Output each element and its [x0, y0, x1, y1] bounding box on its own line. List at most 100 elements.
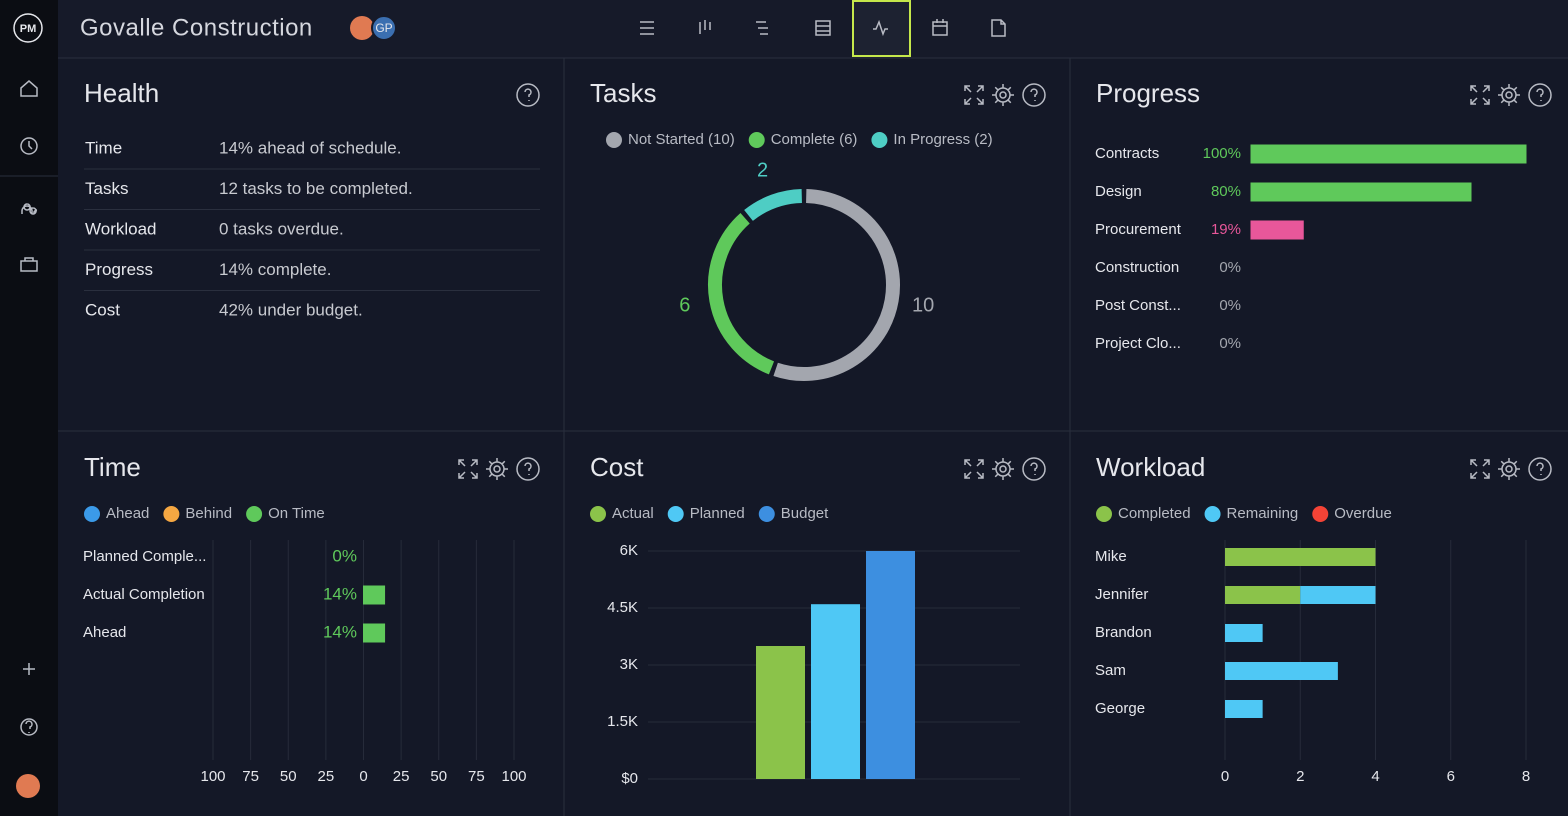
category-label: Actual Completion: [83, 586, 205, 603]
legend-swatch: [758, 506, 775, 522]
value-label: 0%: [1219, 335, 1241, 352]
view-button[interactable]: [640, 21, 654, 35]
expand-button[interactable]: [1470, 85, 1490, 105]
health-value: 12 tasks to be completed.: [219, 179, 413, 198]
bar: [756, 646, 805, 779]
legend-label: Budget: [781, 505, 829, 522]
legend-label: Completed: [1118, 505, 1191, 522]
view-button[interactable]: [932, 19, 948, 36]
x-tick-label: 75: [468, 768, 485, 785]
settings-button[interactable]: [486, 458, 508, 480]
help-glyph: [524, 88, 532, 101]
legend-label: Planned: [690, 505, 745, 522]
category-label: Design: [1095, 183, 1142, 200]
help-button[interactable]: [1022, 457, 1046, 481]
help-glyph: [1536, 88, 1544, 101]
expand-button[interactable]: [458, 459, 478, 479]
x-tick-label: 0: [359, 768, 367, 785]
legend-swatch: [748, 132, 765, 148]
x-tick-label: 4: [1371, 768, 1379, 785]
nav-button[interactable]: [20, 257, 38, 272]
category-label: Mike: [1095, 548, 1127, 565]
logo[interactable]: [13, 13, 43, 43]
nav-button[interactable]: [23, 663, 35, 675]
nav-button[interactable]: [20, 137, 38, 155]
legend-label: Overdue: [1334, 505, 1392, 522]
value-label: 80%: [1211, 183, 1241, 200]
bar-segment: [1225, 662, 1338, 680]
category-label: Construction: [1095, 259, 1179, 276]
bar: [811, 604, 860, 779]
avatar[interactable]: [350, 16, 374, 40]
legend-swatch: [667, 506, 684, 522]
view-button[interactable]: [699, 20, 711, 34]
settings-button[interactable]: [1498, 458, 1520, 480]
legend-swatch: [163, 506, 180, 522]
category-label: Brandon: [1095, 624, 1152, 641]
user-avatar[interactable]: [16, 774, 40, 798]
legend-swatch: [606, 132, 622, 148]
value-label: 0%: [1219, 259, 1241, 276]
panel-title: Workload: [1096, 452, 1205, 482]
view-button[interactable]: [873, 19, 888, 37]
y-tick-label: 6K: [620, 542, 638, 559]
bar-segment: [1300, 586, 1376, 604]
settings-button[interactable]: [1498, 84, 1520, 106]
health-value: 14% ahead of schedule.: [219, 138, 401, 157]
avatar[interactable]: [371, 15, 397, 41]
legend-label: Complete (6): [771, 131, 858, 148]
legend-label: Ahead: [106, 505, 149, 522]
legend-swatch: [871, 132, 888, 148]
health-value: 0 tasks overdue.: [219, 219, 344, 238]
donut-segment: [708, 213, 775, 375]
sidebar: [0, 0, 58, 816]
y-tick-label: $0: [621, 770, 638, 787]
health-value: 42% under budget.: [219, 300, 363, 319]
help-button[interactable]: [516, 83, 540, 107]
top-bar: [0, 0, 1568, 58]
bar: [1250, 220, 1304, 240]
x-tick-label: 75: [242, 768, 259, 785]
category-label: Contracts: [1095, 145, 1159, 162]
category-label: George: [1095, 700, 1145, 717]
health-value: 14% complete.: [219, 260, 331, 279]
expand-button[interactable]: [964, 85, 984, 105]
settings-button[interactable]: [992, 84, 1014, 106]
bar: [363, 623, 386, 643]
legend-label: In Progress (2): [893, 131, 992, 148]
expand-button[interactable]: [1470, 459, 1490, 479]
project-title[interactable]: Govalle Construction: [80, 14, 313, 41]
health-label: Tasks: [85, 179, 128, 198]
nav-button[interactable]: [20, 80, 38, 97]
value-label: 100%: [1203, 145, 1241, 162]
settings-button[interactable]: [992, 458, 1014, 480]
x-tick-label: 100: [200, 768, 225, 785]
x-tick-label: 50: [430, 768, 447, 785]
legend-label: Actual: [612, 505, 654, 522]
category-label: Ahead: [83, 624, 126, 641]
help-button[interactable]: [1528, 83, 1552, 107]
help-button[interactable]: [516, 457, 540, 481]
legend-swatch: [1312, 506, 1329, 522]
view-button[interactable]: [815, 20, 831, 36]
bar-segment: [1225, 548, 1376, 566]
value-label: 14%: [323, 584, 357, 603]
nav-button[interactable]: [20, 718, 38, 736]
bar: [1250, 144, 1527, 164]
view-button[interactable]: [756, 21, 768, 35]
x-tick-label: 25: [393, 768, 410, 785]
y-tick-label: 4.5K: [607, 599, 638, 616]
help-button[interactable]: [1528, 457, 1552, 481]
x-tick-label: 50: [280, 768, 297, 785]
x-tick-label: 100: [501, 768, 526, 785]
x-tick-label: 0: [1221, 768, 1229, 785]
help-button[interactable]: [1022, 83, 1046, 107]
y-tick-label: 1.5K: [607, 713, 638, 730]
x-tick-label: 8: [1522, 768, 1530, 785]
nav-button[interactable]: [21, 203, 38, 215]
legend-label: Not Started (10): [628, 131, 735, 148]
view-button[interactable]: [991, 19, 1006, 37]
category-label: Sam: [1095, 662, 1126, 679]
expand-button[interactable]: [964, 459, 984, 479]
